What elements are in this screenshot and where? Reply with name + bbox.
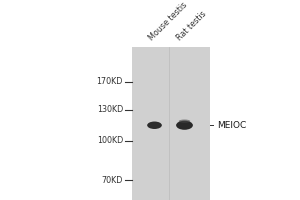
Text: 170KD: 170KD — [97, 77, 123, 86]
Ellipse shape — [179, 120, 190, 123]
Text: 130KD: 130KD — [97, 105, 123, 114]
Ellipse shape — [147, 122, 162, 129]
Text: Mouse testis: Mouse testis — [147, 0, 188, 42]
Ellipse shape — [176, 121, 193, 130]
Text: MEIOC: MEIOC — [218, 121, 247, 130]
Text: 100KD: 100KD — [97, 136, 123, 145]
Text: Rat testis: Rat testis — [175, 9, 208, 42]
Bar — [132, 47, 210, 200]
Text: 70KD: 70KD — [102, 176, 123, 185]
